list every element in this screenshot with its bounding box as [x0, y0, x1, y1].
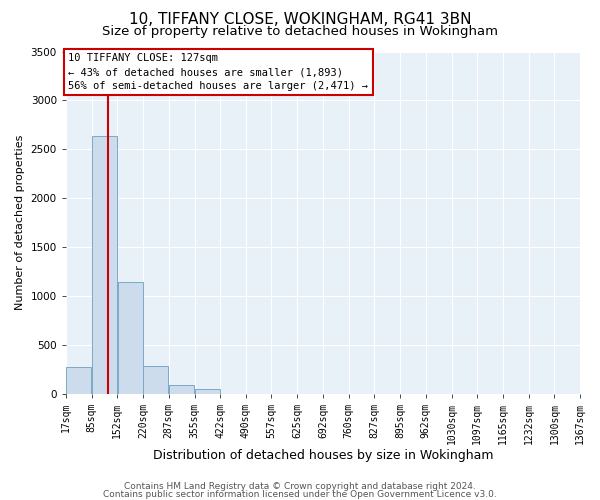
Text: 10, TIFFANY CLOSE, WOKINGHAM, RG41 3BN: 10, TIFFANY CLOSE, WOKINGHAM, RG41 3BN	[129, 12, 471, 28]
Text: 10 TIFFANY CLOSE: 127sqm
← 43% of detached houses are smaller (1,893)
56% of sem: 10 TIFFANY CLOSE: 127sqm ← 43% of detach…	[68, 53, 368, 91]
Text: Size of property relative to detached houses in Wokingham: Size of property relative to detached ho…	[102, 25, 498, 38]
Text: Contains HM Land Registry data © Crown copyright and database right 2024.: Contains HM Land Registry data © Crown c…	[124, 482, 476, 491]
Bar	[66, 368, 91, 394]
Bar	[143, 366, 169, 394]
Text: Contains public sector information licensed under the Open Government Licence v3: Contains public sector information licen…	[103, 490, 497, 499]
Bar	[169, 386, 194, 394]
X-axis label: Distribution of detached houses by size in Wokingham: Distribution of detached houses by size …	[152, 450, 493, 462]
Bar	[118, 282, 143, 394]
Bar	[92, 136, 117, 394]
Y-axis label: Number of detached properties: Number of detached properties	[15, 135, 25, 310]
Bar	[195, 390, 220, 394]
